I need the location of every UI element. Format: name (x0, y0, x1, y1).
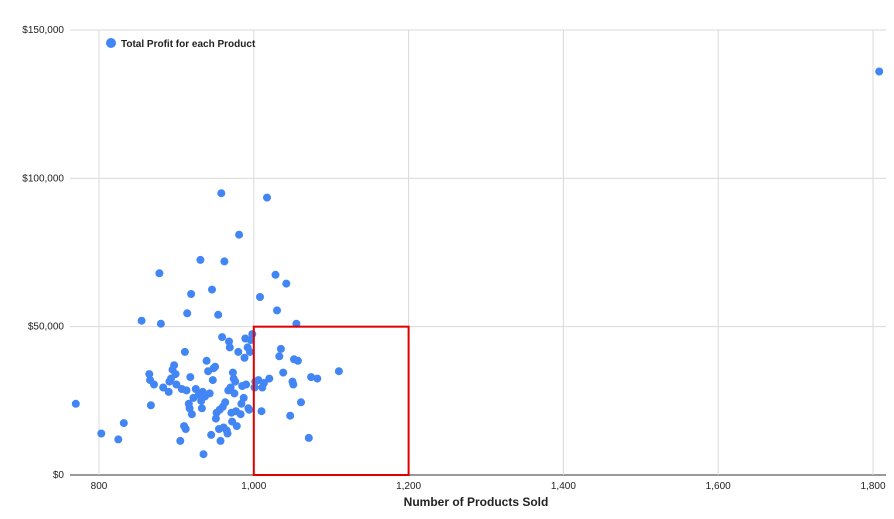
data-point (236, 410, 245, 419)
data-point (297, 398, 305, 407)
highlight-box (252, 325, 410, 476)
x-axis-title: Number of Products Sold (404, 495, 549, 509)
data-point (172, 380, 181, 389)
data-point (196, 255, 205, 264)
data-point (186, 373, 195, 382)
data-point (181, 425, 190, 433)
data-point (234, 347, 243, 356)
data-point (221, 398, 230, 407)
data-point (137, 316, 146, 325)
data-point (235, 230, 244, 239)
data-point (180, 347, 189, 356)
legend-marker (106, 38, 116, 48)
data-point (271, 270, 280, 279)
data-point (211, 362, 220, 371)
data-point (242, 380, 251, 389)
data-point (226, 383, 235, 392)
x-tick-label: 1,400 (551, 481, 576, 492)
data-point (97, 429, 106, 438)
data-point (145, 370, 154, 379)
data-point (286, 411, 295, 420)
data-point (183, 309, 192, 318)
data-point (231, 377, 240, 386)
data-point (257, 407, 266, 416)
data-point (259, 379, 268, 387)
data-point (164, 387, 173, 396)
data-point (275, 352, 284, 361)
data-point (170, 361, 179, 370)
data-point (245, 405, 254, 414)
data-point (304, 433, 313, 442)
data-point (225, 337, 233, 346)
data-point (202, 356, 211, 365)
data-point (248, 330, 257, 339)
data-point (245, 347, 254, 356)
data-point (282, 279, 291, 288)
data-point (214, 310, 223, 319)
legend-label: Total Profit for each Product (121, 39, 256, 50)
y-tick-label: $150,000 (22, 25, 64, 36)
legend: Total Profit for each Product (106, 38, 256, 50)
data-point (159, 383, 168, 392)
data-point (265, 374, 274, 383)
data-point (171, 370, 180, 379)
data-point (119, 419, 128, 428)
grid-lines (70, 29, 886, 476)
x-tick-label: 1,200 (396, 481, 421, 492)
data-point (276, 344, 285, 353)
data-point (230, 389, 239, 398)
y-tick-label: $100,000 (22, 173, 64, 184)
data-point (208, 376, 217, 385)
data-point (307, 373, 316, 382)
data-point (199, 450, 208, 459)
data-point (217, 189, 226, 198)
x-tick-label: 800 (91, 481, 108, 492)
data-point (334, 367, 343, 376)
x-axis: 800 1,000 1,200 1,400 1,600 1,800 (91, 481, 886, 492)
x-tick-label: 1,000 (241, 481, 266, 492)
data-point (205, 389, 214, 398)
data-point (207, 430, 216, 439)
data-point (232, 422, 241, 431)
data-point (218, 333, 227, 342)
data-point (239, 393, 248, 402)
data-point (208, 285, 216, 294)
data-point (225, 343, 234, 352)
data-point (114, 435, 123, 444)
data-point (187, 410, 196, 419)
data-point (313, 374, 322, 383)
data-point (176, 436, 185, 445)
y-tick-label: $50,000 (28, 322, 65, 333)
data-point (875, 67, 884, 76)
data-point (273, 306, 281, 315)
data-point (263, 193, 271, 202)
data-point (223, 429, 232, 438)
data-point (211, 414, 220, 423)
y-tick-label: $0 (53, 470, 65, 481)
y-axis: $0 $50,000 $100,000 $150,000 (22, 25, 64, 481)
data-point (256, 293, 264, 301)
data-point (197, 404, 206, 413)
data-point (191, 385, 200, 393)
data-point (289, 380, 298, 389)
data-point (146, 401, 155, 410)
x-tick-label: 1,600 (706, 481, 731, 492)
data-point (155, 269, 164, 278)
highlight-rectangle (252, 325, 410, 476)
data-point (220, 257, 229, 266)
data-point (216, 436, 225, 445)
data-point (71, 399, 80, 408)
data-point (150, 380, 158, 389)
data-point (240, 353, 249, 362)
data-point (228, 368, 237, 377)
x-tick-label: 1,800 (860, 481, 885, 492)
data-points (71, 67, 884, 459)
data-point (279, 368, 288, 377)
data-point (293, 356, 302, 365)
data-point (156, 319, 165, 328)
data-point (187, 290, 196, 298)
data-point (182, 386, 191, 395)
